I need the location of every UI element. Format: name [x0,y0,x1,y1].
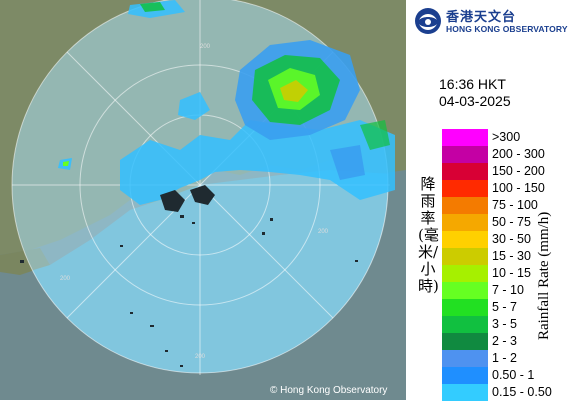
legend-swatch [442,248,488,265]
legend-row: 0.15 - 0.50 [442,384,572,401]
legend-label: 2 - 3 [492,334,518,348]
hko-emblem-icon [415,8,441,34]
legend-swatch [442,163,488,180]
legend-label: 5 - 7 [492,300,518,314]
legend-label: 7 - 10 [492,283,524,297]
ring-label-sw: 200 [60,276,71,282]
legend-panel: 香港天文台 HONG KONG OBSERVATORY 16:36 HKT 04… [406,0,577,401]
legend-row: 15 - 30 [442,248,572,265]
legend-swatch [442,299,488,316]
legend-row: 0.50 - 1 [442,367,572,384]
legend-row: 3 - 5 [442,316,572,333]
legend-row: 200 - 300 [442,146,572,163]
legend-label: 50 - 75 [492,215,531,229]
radar-map-svg: 200 200 200 200 [0,0,406,400]
observation-date: 04-03-2025 [439,93,511,109]
legend-row: 10 - 15 [442,265,572,282]
legend-label: 100 - 150 [492,181,545,195]
legend-label: >300 [492,130,521,144]
hko-logo: 香港天文台 HONG KONG OBSERVATORY [414,4,574,42]
legend-row: 2 - 3 [442,333,572,350]
org-name-en: HONG KONG OBSERVATORY [446,24,568,34]
ring-label-north: 200 [200,44,211,50]
legend-row: 5 - 7 [442,299,572,316]
islands [20,185,358,367]
legend-label: 75 - 100 [492,198,538,212]
legend-row: 7 - 10 [442,282,572,299]
legend-row: 100 - 150 [442,180,572,197]
ring-label-east: 200 [318,229,329,235]
legend-label: 150 - 200 [492,164,545,178]
legend-swatch [442,214,488,231]
legend-swatch [442,180,488,197]
legend-label: 0.15 - 0.50 [492,385,552,399]
rain-echoes [58,0,395,205]
legend-label: 0.50 - 1 [492,368,535,382]
legend-row: 30 - 50 [442,231,572,248]
legend-label: 3 - 5 [492,317,518,331]
legend-swatch [442,350,488,367]
legend-swatch [442,333,488,350]
legend-row: 1 - 2 [442,350,572,367]
legend-label: 200 - 300 [492,147,545,161]
legend-row: 50 - 75 [442,214,572,231]
legend-swatch [442,265,488,282]
legend-row: 75 - 100 [442,197,572,214]
legend-label: 1 - 2 [492,351,518,365]
legend-swatch [442,197,488,214]
legend-swatch [442,282,488,299]
observation-time: 16:36 HKT [439,76,506,92]
legend-swatch [442,367,488,384]
legend-row: >300 [442,129,572,146]
org-name-cn: 香港天文台 [446,10,517,25]
legend-title-cn: 降雨率(毫米/小時) [418,175,439,295]
legend-label: 10 - 15 [492,266,531,280]
ring-label-south: 200 [195,354,206,360]
legend-row: 150 - 200 [442,163,572,180]
legend-swatch [442,129,488,146]
copyright-text: © Hong Kong Observatory [270,385,388,396]
legend-label: 15 - 30 [492,249,531,263]
legend-label: 30 - 50 [492,232,531,246]
legend-swatch [442,316,488,333]
radar-map: 200 200 200 200 [0,0,406,400]
legend-swatch [442,384,488,401]
legend-swatch [442,146,488,163]
legend-swatch [442,231,488,248]
legend-title-en: Rainfall Rate (mm/h) [536,211,552,340]
